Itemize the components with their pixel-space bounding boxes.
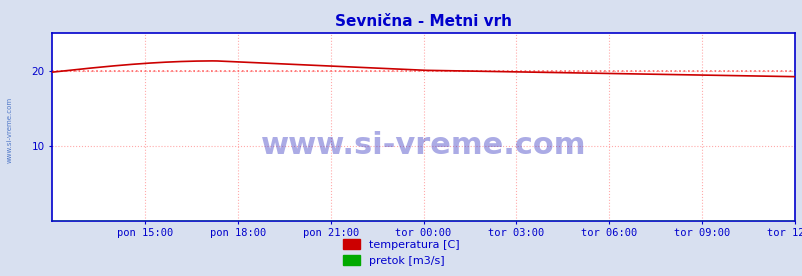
Legend: temperatura [C], pretok [m3/s]: temperatura [C], pretok [m3/s] xyxy=(338,234,464,270)
Title: Sevnična - Metni vrh: Sevnična - Metni vrh xyxy=(334,14,512,29)
Text: www.si-vreme.com: www.si-vreme.com xyxy=(6,97,12,163)
Text: www.si-vreme.com: www.si-vreme.com xyxy=(261,131,585,160)
